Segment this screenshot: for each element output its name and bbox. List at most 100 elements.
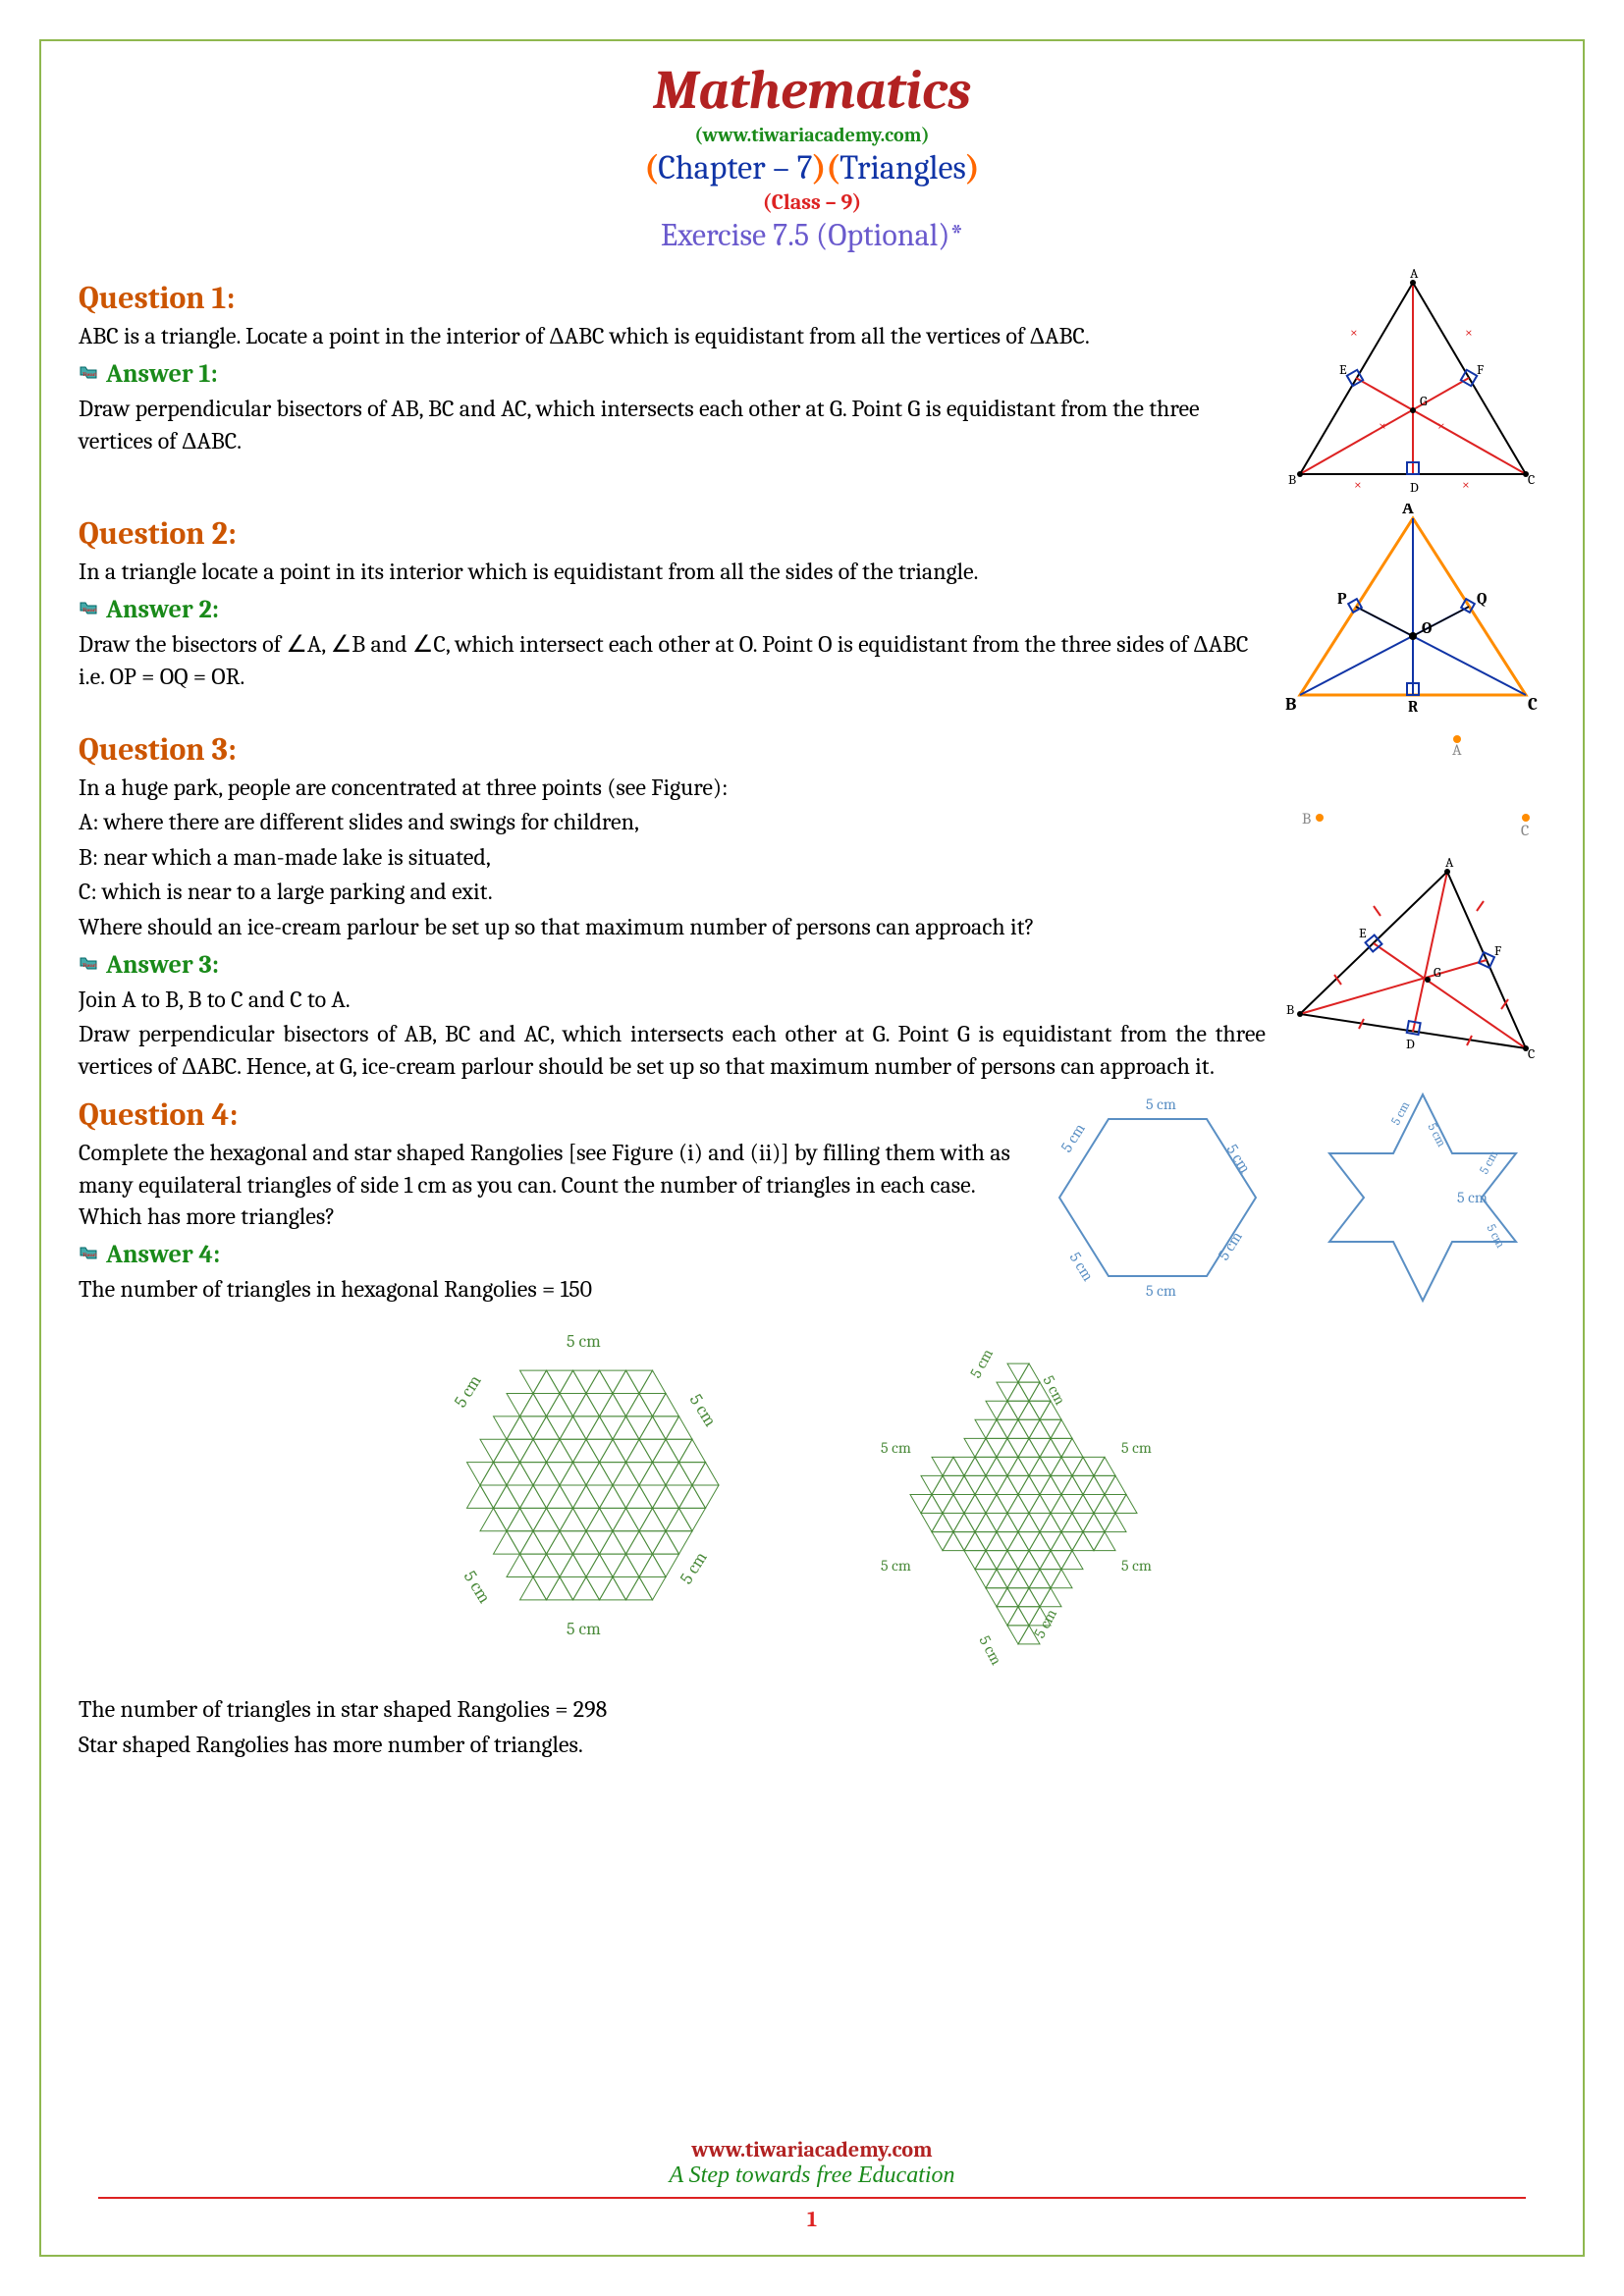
svg-text:5 cm: 5 cm [450,1371,485,1412]
svg-text:5 cm: 5 cm [567,1331,601,1352]
svg-text:5 cm: 5 cm [1066,1250,1098,1285]
svg-text:×: × [1379,417,1386,434]
q3-t4: C: which is near to a large parking and … [79,876,1266,907]
svg-text:Q: Q [1477,590,1487,608]
flag-icon: Tiwari [79,1246,100,1263]
svg-text:5 cm: 5 cm [1146,1095,1176,1113]
svg-text:5 cm: 5 cm [1057,1121,1089,1156]
svg-text:5 cm: 5 cm [460,1568,495,1608]
q4-filled-row: 5 cm 5 cm 5 cm 5 cm 5 cm 5 cm 5 cm 5 cm … [79,1325,1545,1679]
flag-icon: Tiwari [79,601,100,618]
svg-text:F: F [1477,361,1484,378]
q4-a1: The number of triangles in hexagonal Ran… [79,1273,1020,1305]
q3-t3: B: near which a man-made lake is situate… [79,841,1266,873]
q3-fig: A B C ABC EF GD [1280,720,1545,1073]
svg-text:O: O [1422,619,1432,637]
svg-text:5 cm: 5 cm [685,1391,721,1431]
page-number: 1 [59,2207,1565,2232]
q4-star-filled: 5 cm 5 cm 5 cm 5 cm 5 cm 5 cm 5 cm 5 cm [822,1325,1215,1679]
svg-text:5 cm: 5 cm [1388,1098,1413,1128]
svg-text:Tiwari: Tiwari [82,608,97,614]
q1-text-col: Question 1: ABC is a triangle. Locate a … [79,268,1266,459]
svg-text:5 cm: 5 cm [881,1439,911,1457]
q1-label: Question 1: [79,280,1266,316]
q1-triangle: ×× ×× ×× A B C D E F G [1280,268,1545,504]
q4-text-col: Question 4: Complete the hexagonal and s… [79,1085,1020,1308]
svg-text:G: G [1420,393,1428,409]
q3-a2: Draw perpendicular bisectors of AB, BC a… [79,1018,1266,1082]
svg-text:C: C [1528,1045,1535,1062]
q1-answer-label: TiwariAnswer 1: [79,359,1266,389]
q2-text: In a triangle locate a point in its inte… [79,556,1266,587]
svg-text:B: B [1285,694,1296,715]
page: Mathematics (www.tiwariacademy.com) (Cha… [0,0,1624,2296]
svg-text:B: B [1286,1001,1294,1018]
q4-row: Question 4: Complete the hexagonal and s… [79,1085,1545,1310]
q4-star-outline: 5 cm 5 cm 5 cm 5 cm 5 cm [1300,1085,1545,1310]
flag-icon: Tiwari [79,365,100,383]
svg-text:E: E [1359,925,1367,941]
svg-text:5 cm: 5 cm [967,1346,997,1381]
footer-url: www.tiwariacademy.com [59,2137,1565,2163]
q3-t1: In a huge park, people are concentrated … [79,772,1266,803]
q3-a1: Join A to B, B to C and C to A. [79,984,1266,1015]
svg-text:5 cm: 5 cm [1477,1148,1501,1177]
svg-text:5 cm: 5 cm [975,1633,1004,1669]
svg-text:C: C [1521,822,1529,839]
svg-text:A: A [1445,857,1454,871]
svg-text:×: × [1465,324,1473,341]
svg-text:C: C [1528,694,1538,715]
content: Mathematics (www.tiwariacademy.com) (Cha… [59,49,1565,2247]
svg-text:5 cm: 5 cm [1031,1606,1060,1641]
q2-label: Question 2: [79,515,1266,552]
q4-answer-label: TiwariAnswer 4: [79,1240,1020,1269]
svg-text:A: A [1452,741,1462,759]
svg-text:F: F [1494,942,1501,959]
q2-fig: A B C P Q R O [1280,504,1545,720]
class: (Class – 9) [79,189,1545,215]
svg-text:5 cm: 5 cm [1121,1439,1152,1457]
svg-text:P: P [1337,590,1347,608]
svg-text:Tiwari: Tiwari [82,372,97,378]
q4-label: Question 4: [79,1096,1020,1133]
q4-a2: The number of triangles in star shaped R… [79,1693,1545,1725]
header: Mathematics (www.tiwariacademy.com) (Cha… [79,59,1545,253]
footer-rule [98,2197,1526,2199]
svg-text:Tiwari: Tiwari [82,1253,97,1258]
chapter: (Chapter – 7)(Triangles) [79,148,1545,187]
q2-text-col: Question 2: In a triangle locate a point… [79,504,1266,695]
header-url: (www.tiwariacademy.com) [79,124,1545,146]
q3-t2: A: where there are different slides and … [79,806,1266,837]
flag-icon: Tiwari [79,956,100,974]
svg-text:×: × [1350,324,1358,341]
q3-answer-label: TiwariAnswer 3: [79,950,1266,980]
svg-text:5 cm: 5 cm [1223,1142,1255,1177]
svg-text:B: B [1288,471,1296,488]
svg-text:5 cm: 5 cm [567,1619,601,1639]
q2-triangle: A B C P Q R O [1280,504,1545,720]
svg-text:R: R [1408,698,1419,716]
svg-text:5 cm: 5 cm [1039,1373,1068,1409]
q2-answer-label: TiwariAnswer 2: [79,595,1266,624]
q3-triangle: ABC EF GD [1280,857,1545,1073]
svg-text:E: E [1339,361,1347,378]
svg-text:5 cm: 5 cm [1121,1557,1152,1575]
q3-points: A B C [1280,720,1545,857]
svg-text:5 cm: 5 cm [881,1557,911,1575]
q2-row: Question 2: In a triangle locate a point… [79,504,1545,720]
svg-text:Tiwari: Tiwari [82,963,97,969]
q4-a3: Star shaped Rangolies has more number of… [79,1729,1545,1760]
q4-fig: 5 cm 5 cm 5 cm 5 cm 5 cm 5 cm 5 cm 5 cm … [1035,1085,1545,1310]
q4-hexagon-outline: 5 cm 5 cm 5 cm 5 cm 5 cm 5 cm [1035,1085,1280,1310]
q1-answer: Draw perpendicular bisectors of AB, BC a… [79,393,1266,456]
q3-label: Question 3: [79,731,1266,768]
footer-tag: A Step towards free Education [59,2163,1565,2189]
q4-text: Complete the hexagonal and star shaped R… [79,1137,1020,1232]
exercise: Exercise 7.5 (Optional)* [79,217,1545,253]
q1-text: ABC is a triangle. Locate a point in the… [79,320,1266,351]
svg-text:C: C [1528,471,1535,488]
svg-text:×: × [1462,476,1470,493]
q2-answer: Draw the bisectors of ∠A, ∠B and ∠C, whi… [79,628,1266,692]
svg-text:D: D [1410,479,1419,496]
svg-text:A: A [1401,504,1414,518]
